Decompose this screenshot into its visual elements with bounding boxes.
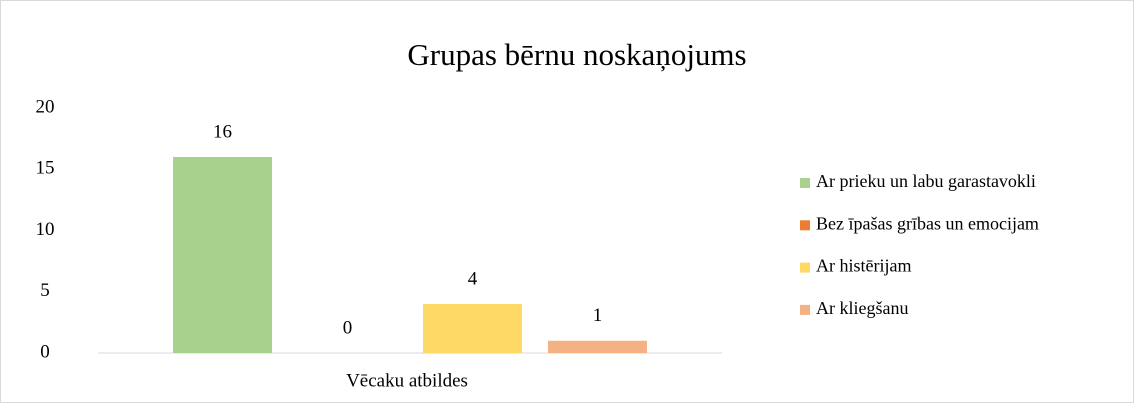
legend-label: Ar kliegšanu	[816, 298, 908, 318]
data-label: 16	[213, 121, 232, 142]
data-label: 1	[593, 305, 603, 326]
y-tick-label: 10	[36, 219, 55, 240]
data-label: 0	[343, 317, 353, 338]
legend-swatch	[800, 220, 810, 231]
legend-label: Ar histērijam	[816, 256, 911, 276]
bar	[173, 157, 272, 353]
x-tick-label: Vēcaku atbildes	[346, 370, 468, 391]
y-tick-label: 0	[40, 341, 50, 362]
legend-swatch	[800, 304, 810, 315]
y-tick-label: 20	[36, 96, 55, 117]
y-tick-label: 15	[36, 158, 55, 179]
bar	[423, 304, 522, 353]
y-tick-label: 5	[40, 280, 50, 301]
chart-title: Grupas bērnu noskaņojums	[407, 37, 746, 72]
data-label: 4	[468, 268, 478, 289]
bar	[548, 340, 647, 353]
legend-swatch	[800, 262, 810, 273]
legend-swatch	[800, 178, 810, 188]
legend-label: Bez īpašas grības un emocijam	[816, 213, 1039, 233]
legend-label: Ar prieku un labu garastavokli	[816, 171, 1036, 191]
